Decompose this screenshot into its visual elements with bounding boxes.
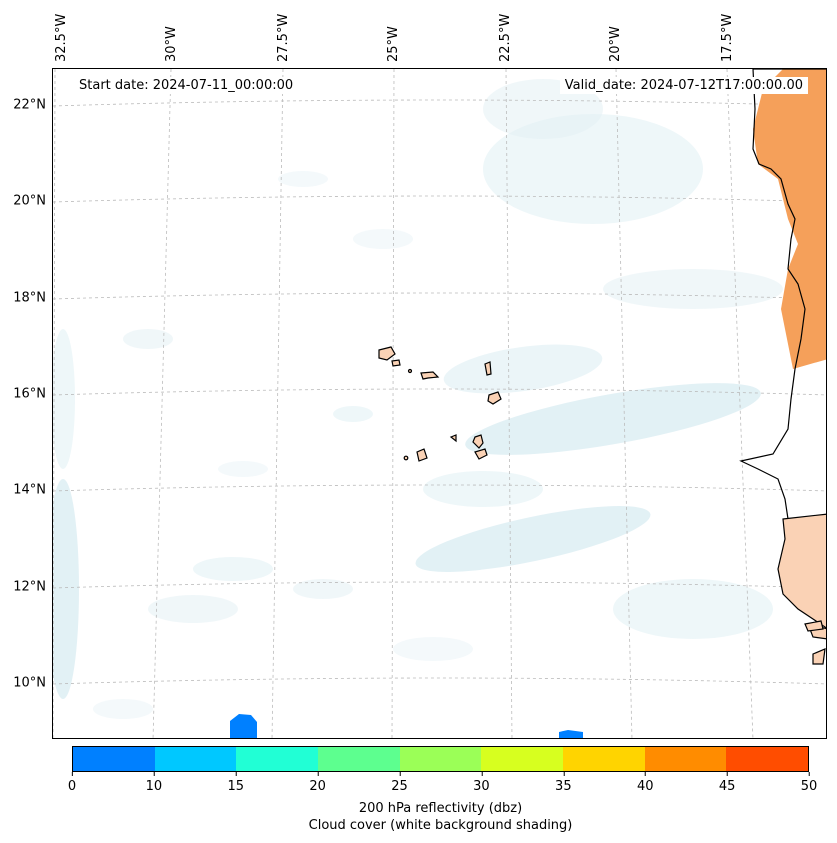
colorbar-segment bbox=[73, 747, 155, 771]
colorbar-segment bbox=[318, 747, 400, 771]
map-canvas bbox=[53, 69, 826, 738]
colorbar-segment bbox=[399, 747, 482, 771]
map-panel[interactable]: Start date: 2024-07-11_00:00:00 Valid_da… bbox=[52, 68, 827, 739]
colorbar-tick-label: 20 bbox=[309, 772, 326, 794]
colorbar-label: 200 hPa reflectivity (dbz) bbox=[358, 801, 523, 816]
colorbar-ticks: 0 10 15 20 25 30 35 40 45 50 bbox=[68, 772, 817, 794]
colorbar-tick-label: 10 bbox=[146, 772, 162, 794]
colorbar-tick-label: 50 bbox=[801, 772, 817, 794]
island-santiago bbox=[472, 434, 484, 449]
lon-label-30w: 30°W bbox=[164, 26, 179, 62]
island-santa-luzia bbox=[407, 368, 413, 374]
lat-label-18n: 18°N bbox=[13, 290, 46, 306]
colorbar-tick-label: 15 bbox=[227, 772, 244, 794]
island-sao-vicente bbox=[391, 359, 401, 367]
lat-label-16n: 16°N bbox=[13, 386, 46, 402]
island-maio bbox=[449, 434, 457, 443]
colorbar-tick-label: 45 bbox=[719, 772, 735, 794]
colorbar-segment bbox=[563, 747, 645, 771]
latitude-labels: 22°N 20°N 18°N 16°N 14°N 12°N 10°N bbox=[0, 0, 52, 740]
island-brava bbox=[403, 455, 409, 461]
colorbar-segment bbox=[726, 747, 809, 771]
lat-label-14n: 14°N bbox=[13, 482, 46, 498]
cloud-cover-shading bbox=[53, 79, 783, 719]
start-date-label: Start date: 2024-07-11_00:00:00 bbox=[74, 77, 299, 94]
lon-label-27-5w: 27.5°W bbox=[276, 13, 291, 62]
valid-date-label: Valid_date: 2024-07-12T17:00:00.00 bbox=[559, 77, 808, 94]
graticule bbox=[53, 69, 826, 738]
island-sal bbox=[484, 361, 492, 376]
colorbar-segment bbox=[236, 747, 319, 771]
island-fogo bbox=[416, 448, 428, 462]
colorbar-segment bbox=[644, 747, 727, 771]
africa-coastline bbox=[739, 69, 826, 665]
lat-label-20n: 20°N bbox=[13, 193, 46, 209]
colorbar-tick-label: 0 bbox=[68, 772, 76, 794]
island-maio-2 bbox=[474, 448, 488, 460]
colorbar-sublabel: Cloud cover (white background shading) bbox=[308, 818, 573, 833]
lon-label-25w: 25°W bbox=[386, 26, 401, 62]
longitude-labels: 32.5°W 30°W 27.5°W 25°W 22.5°W 20°W 17.5… bbox=[0, 0, 837, 68]
island-boa-vista bbox=[487, 391, 502, 405]
lon-label-32-5w: 32.5°W bbox=[54, 13, 69, 62]
lat-label-22n: 22°N bbox=[13, 97, 46, 113]
colorbar-segment bbox=[154, 747, 237, 771]
lon-label-17-5w: 17.5°W bbox=[720, 13, 735, 62]
colorbar-tick-label: 25 bbox=[391, 772, 408, 794]
lon-label-22-5w: 22.5°W bbox=[498, 13, 513, 62]
island-sao-nicolau bbox=[420, 371, 440, 380]
lat-label-12n: 12°N bbox=[13, 579, 46, 595]
island-santo-antao bbox=[378, 346, 396, 361]
reflectivity-patches bbox=[230, 714, 583, 738]
colorbar-segment bbox=[481, 747, 564, 771]
lon-label-20w: 20°W bbox=[608, 26, 623, 62]
sahara-high-reflectivity bbox=[753, 69, 826, 369]
colorbar-tick-label: 35 bbox=[555, 772, 572, 794]
colorbar-tick-label: 30 bbox=[473, 772, 490, 794]
reflectivity-colorbar bbox=[72, 746, 809, 772]
cape-verde-islands bbox=[378, 346, 502, 462]
colorbar-tick-label: 40 bbox=[637, 772, 653, 794]
lat-label-10n: 10°N bbox=[13, 675, 46, 691]
